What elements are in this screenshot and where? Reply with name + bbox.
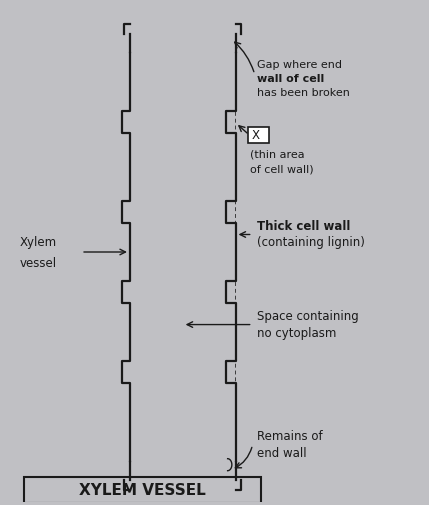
Text: Remains of: Remains of <box>257 429 323 442</box>
Text: Xylem: Xylem <box>20 236 57 249</box>
Text: wall of cell: wall of cell <box>257 74 324 84</box>
Text: of cell wall): of cell wall) <box>251 165 314 175</box>
Text: end wall: end wall <box>257 446 306 459</box>
Bar <box>248 128 269 143</box>
Text: has been broken: has been broken <box>257 88 350 98</box>
Text: no cytoplasm: no cytoplasm <box>257 326 336 339</box>
Text: Gap where end: Gap where end <box>257 60 342 70</box>
Text: (thin area: (thin area <box>251 149 305 160</box>
Text: Space containing: Space containing <box>257 310 359 322</box>
Bar <box>24 477 261 502</box>
Text: XYLEM VESSEL: XYLEM VESSEL <box>79 482 206 497</box>
Text: (containing lignin): (containing lignin) <box>257 236 365 249</box>
Text: X: X <box>252 129 260 142</box>
Text: vessel: vessel <box>20 256 57 269</box>
Text: Thick cell wall: Thick cell wall <box>257 220 350 232</box>
